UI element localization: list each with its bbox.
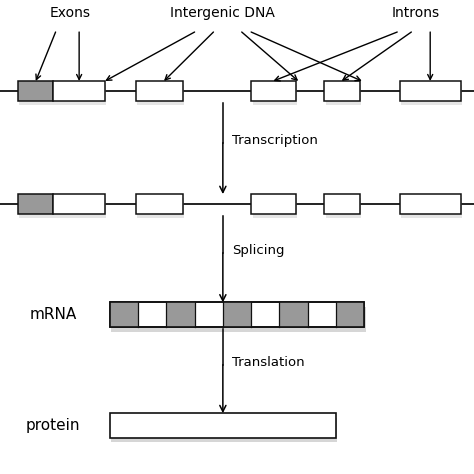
Bar	[166, 302, 195, 327]
Text: Splicing: Splicing	[232, 244, 285, 257]
Bar	[55, 85, 107, 105]
Text: Translation: Translation	[232, 356, 305, 369]
Bar	[111, 418, 337, 442]
Bar	[336, 302, 364, 327]
Text: Intergenic DNA: Intergenic DNA	[171, 6, 275, 20]
Bar	[400, 194, 461, 214]
Text: Introns: Introns	[392, 6, 440, 20]
Bar	[251, 194, 296, 214]
Bar	[400, 81, 461, 101]
Text: mRNA: mRNA	[29, 307, 77, 322]
Bar	[324, 81, 359, 101]
Bar	[137, 198, 184, 218]
Bar	[253, 85, 297, 105]
Bar	[110, 413, 336, 438]
Bar	[326, 85, 361, 105]
Bar	[110, 302, 364, 327]
Bar	[19, 85, 55, 105]
Bar	[55, 198, 107, 218]
Bar	[223, 302, 251, 327]
Bar	[137, 85, 184, 105]
Text: Transcription: Transcription	[232, 134, 318, 147]
Bar	[279, 302, 308, 327]
Bar	[53, 194, 105, 214]
Bar	[19, 198, 55, 218]
Bar	[253, 198, 297, 218]
Bar	[18, 81, 53, 101]
Bar	[111, 307, 365, 332]
Bar	[326, 198, 361, 218]
Bar	[18, 194, 53, 214]
Bar	[251, 81, 296, 101]
Bar	[110, 302, 138, 327]
Bar	[401, 198, 462, 218]
Bar	[136, 194, 183, 214]
Bar	[324, 194, 359, 214]
Text: Exons: Exons	[49, 6, 90, 20]
Bar	[53, 81, 105, 101]
Bar	[136, 81, 183, 101]
Bar	[401, 85, 462, 105]
Bar	[110, 302, 364, 327]
Text: protein: protein	[26, 418, 81, 433]
